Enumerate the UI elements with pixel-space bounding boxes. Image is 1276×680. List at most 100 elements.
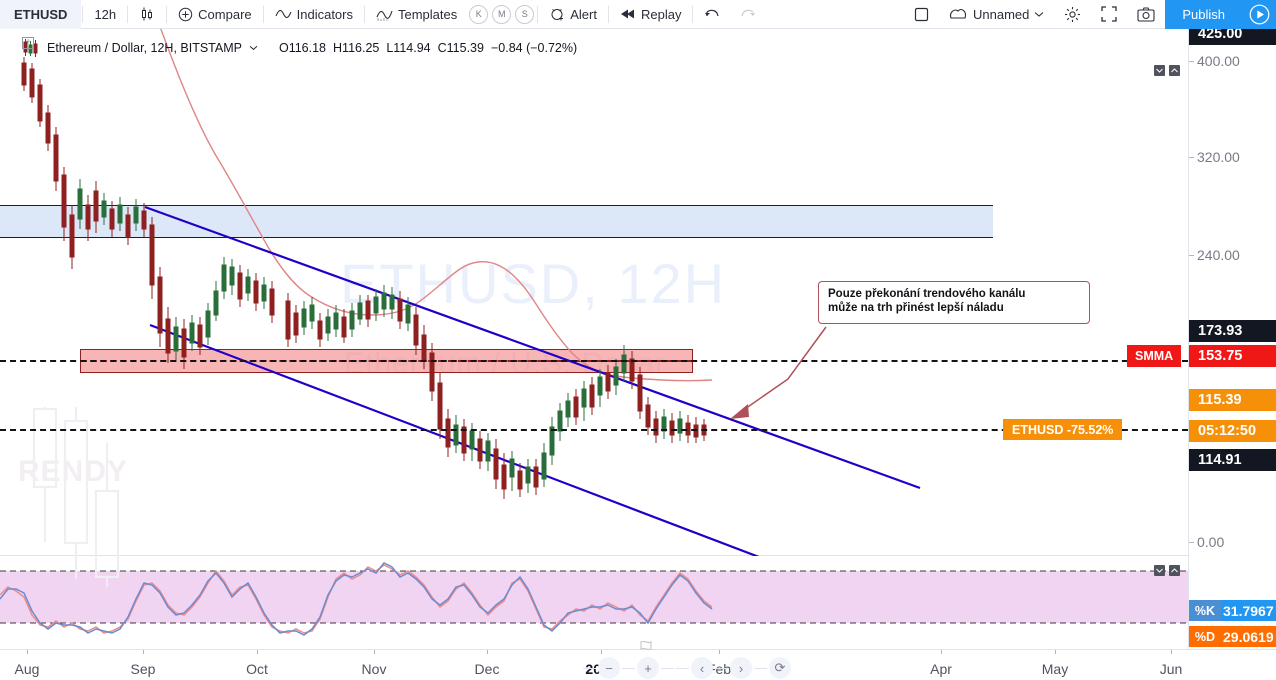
control-divider xyxy=(754,667,767,669)
price-label-current[interactable]: 115.39 xyxy=(1189,389,1276,411)
layout-button[interactable] xyxy=(904,0,939,29)
undo-icon xyxy=(704,7,720,21)
price-label-smma[interactable]: SMMA 153.75 xyxy=(1127,345,1276,367)
control-divider xyxy=(676,667,689,669)
settings-button[interactable] xyxy=(1054,0,1091,29)
time-label-nov: Nov xyxy=(361,661,387,677)
annotation-note[interactable]: Pouze překonání trendového kanálu může n… xyxy=(818,281,1090,324)
pane-collapse-up-icon[interactable] xyxy=(1169,565,1180,576)
smma-value: 153.75 xyxy=(1198,348,1243,364)
price-level-line-115[interactable] xyxy=(0,429,1188,431)
price-axis[interactable]: 400.00 320.00 240.00 0.00 425.00 173.93 … xyxy=(1127,29,1276,649)
redo-icon xyxy=(740,7,756,21)
templates-button[interactable]: Templates xyxy=(366,0,467,29)
snapshot-button[interactable] xyxy=(1127,0,1165,29)
template-button-k[interactable]: K xyxy=(469,4,489,24)
compare-button[interactable]: Compare xyxy=(168,0,261,29)
countdown-label: 05:12:50 xyxy=(1189,420,1276,442)
price-tick-0: 0.00 xyxy=(1188,534,1225,550)
stochastic-k-value: 31.7967 xyxy=(1223,602,1274,619)
play-button[interactable] xyxy=(1242,0,1276,29)
time-tick-mark xyxy=(941,650,942,654)
chevron-down-icon xyxy=(1034,11,1044,18)
chart-type-button[interactable] xyxy=(129,0,165,29)
stochastic-svg xyxy=(0,562,1188,636)
legend-change: −0.84 (−0.72%) xyxy=(490,41,578,55)
annotation-arrow-svg xyxy=(730,326,827,419)
redo-button[interactable] xyxy=(730,0,766,29)
template-s-label: S xyxy=(521,9,528,19)
divider xyxy=(692,5,694,23)
pane-collapse-down-icon[interactable] xyxy=(1154,65,1165,76)
templates-icon xyxy=(376,7,393,22)
interval-button[interactable]: 12h xyxy=(84,0,126,29)
fullscreen-button[interactable] xyxy=(1091,0,1127,29)
rewind-icon xyxy=(620,8,636,20)
chevron-down-icon[interactable] xyxy=(249,45,258,51)
layout-name-label: Unnamed xyxy=(972,6,1030,22)
zoom-out-button[interactable]: − xyxy=(598,657,620,679)
undo-button[interactable] xyxy=(694,0,730,29)
time-label-aug: Aug xyxy=(14,661,40,677)
chart-legend[interactable]: Ethereum / Dollar, 12H, BITSTAMP O116.18… xyxy=(22,38,577,58)
wave-icon xyxy=(275,7,292,21)
flag-icon xyxy=(637,640,655,658)
legend-low: L114.94 xyxy=(386,41,431,55)
time-label-feb: Feb xyxy=(706,661,732,677)
pane-collapse-up-icon[interactable] xyxy=(1169,65,1180,76)
stochastic-d-label[interactable]: %D 29.0619 xyxy=(1189,626,1276,647)
legend-expand-icon[interactable]: + xyxy=(22,37,34,49)
price-label-high: 425.00 xyxy=(1189,29,1276,45)
scroll-left-button[interactable]: ‹ xyxy=(691,657,713,679)
gear-icon xyxy=(1064,6,1081,23)
indicators-button[interactable]: Indicators xyxy=(265,0,363,29)
cloud-icon xyxy=(949,7,968,21)
template-button-s[interactable]: S xyxy=(515,4,535,24)
price-series-svg xyxy=(21,29,921,556)
time-tick-mark xyxy=(27,650,28,654)
time-label-jun: Jun xyxy=(1159,661,1183,677)
divider xyxy=(82,5,84,23)
chart-area[interactable]: ETHUSD, 12H Ethereum / U.S. Dollar RENDY xyxy=(0,29,1276,680)
control-divider xyxy=(622,667,635,669)
scroll-right-button[interactable]: › xyxy=(730,657,752,679)
stochastic-pane[interactable] xyxy=(0,557,1188,649)
price-level-line-173[interactable] xyxy=(0,360,1188,362)
replay-label: Replay xyxy=(640,6,682,22)
time-label-may: May xyxy=(1041,661,1069,677)
price-label-173[interactable]: 173.93 xyxy=(1189,320,1276,342)
template-button-m[interactable]: M xyxy=(492,4,512,24)
top-toolbar: ETHUSD 12h Compare Ind xyxy=(0,0,1276,29)
publish-button[interactable]: Publish xyxy=(1165,0,1242,29)
pane-divider[interactable] xyxy=(0,555,1276,556)
pane-collapse-down-icon[interactable] xyxy=(1154,565,1165,576)
percent-d-line xyxy=(0,564,713,634)
legend-high: H116.25 xyxy=(333,41,380,55)
indicators-label: Indicators xyxy=(296,6,353,22)
stochastic-d-value: 29.0619 xyxy=(1223,628,1274,645)
annotation-line-1: Pouze překonání trendového kanálu xyxy=(828,288,1026,300)
layout-name-button[interactable]: Unnamed xyxy=(939,0,1054,29)
zoom-in-button[interactable]: + xyxy=(637,657,659,679)
template-m-label: M xyxy=(498,9,506,19)
time-label-apr: Apr xyxy=(930,661,952,677)
price-pane[interactable]: Pouze překonání trendového kanálu může n… xyxy=(0,29,1188,556)
price-label-114[interactable]: 114.91 xyxy=(1189,449,1276,471)
price-pane-buttons xyxy=(1154,65,1180,76)
replay-button[interactable]: Replay xyxy=(610,0,691,29)
stochastic-k-label[interactable]: %K 31.7967 xyxy=(1189,600,1276,621)
divider xyxy=(127,5,129,23)
symbol-button[interactable]: ETHUSD xyxy=(0,0,82,29)
ethusd-percent-badge[interactable]: ETHUSD -75.52% xyxy=(1003,419,1123,440)
channel-upper-line xyxy=(144,205,921,490)
reset-chart-button[interactable]: ⟳ xyxy=(769,657,791,679)
resistance-zone[interactable] xyxy=(0,205,993,238)
legend-close: C115.39 xyxy=(437,41,484,55)
layout-icon xyxy=(914,7,929,22)
divider xyxy=(364,5,365,23)
stochastic-k-tag: %K xyxy=(1189,600,1221,621)
legend-title[interactable]: Ethereum / Dollar, 12H, BITSTAMP xyxy=(47,41,242,55)
alert-button[interactable]: Alert xyxy=(539,0,607,29)
smma-tag: SMMA xyxy=(1127,345,1182,367)
